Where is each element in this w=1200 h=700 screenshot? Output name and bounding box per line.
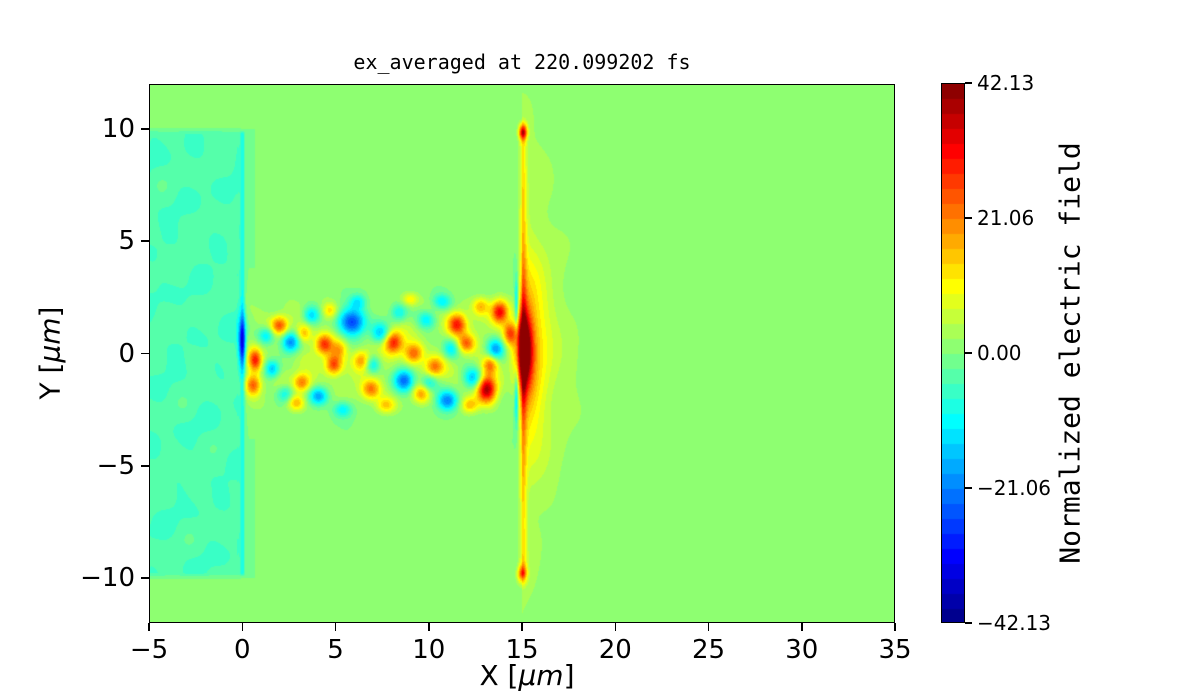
- x-axis-label: X [μm]: [479, 659, 574, 692]
- y-axis-label-prefix: Y [: [33, 362, 67, 400]
- y-tick-label: −10: [80, 563, 135, 594]
- colorbar-tick-label: 0.00: [977, 341, 1022, 365]
- x-axis-unit: μm: [518, 659, 564, 692]
- y-tick-label: −5: [96, 450, 135, 481]
- y-tick-label: 0: [118, 338, 135, 369]
- heatmap-canvas: [149, 84, 895, 623]
- y-tick-label: 10: [101, 113, 135, 144]
- x-tick-mark: [241, 623, 243, 631]
- x-tick-label: −5: [129, 635, 169, 665]
- x-axis-label-suffix: ]: [563, 659, 575, 692]
- colorbar-tick-mark: [965, 352, 972, 354]
- y-axis-unit: μm: [33, 317, 67, 363]
- y-tick-mark: [141, 128, 149, 130]
- colorbar-label: Normalized electric field: [1053, 142, 1087, 564]
- colorbar-tick-mark: [965, 622, 972, 624]
- x-tick-mark: [334, 623, 337, 631]
- x-tick-mark: [707, 623, 710, 631]
- x-tick-label: 5: [327, 635, 344, 665]
- y-tick-label: 5: [118, 226, 135, 257]
- colorbar-canvas: [941, 83, 965, 623]
- x-tick-mark: [614, 623, 616, 631]
- x-tick-label: 10: [412, 635, 446, 665]
- x-tick-mark: [894, 623, 896, 631]
- y-axis-label-suffix: ]: [33, 306, 67, 318]
- y-tick-mark: [141, 352, 149, 355]
- y-tick-mark: [141, 577, 149, 579]
- y-axis-label: Y [μm]: [34, 307, 67, 400]
- colorbar-tick-label: −21.06: [977, 475, 1052, 500]
- x-tick-label: 15: [505, 635, 539, 665]
- colorbar-tick-label: −42.13: [977, 611, 1052, 635]
- x-tick-mark: [521, 623, 523, 631]
- colorbar-tick-mark: [965, 487, 972, 489]
- y-tick-mark: [141, 465, 149, 467]
- colorbar-tick-mark: [965, 82, 972, 84]
- colorbar-tick-label: 21.06: [977, 206, 1035, 231]
- y-tick-mark: [141, 240, 149, 242]
- x-tick-label: 25: [691, 635, 726, 665]
- plot-title: ex_averaged at 220.099202 fs: [353, 50, 691, 74]
- x-tick-label: 35: [878, 635, 912, 665]
- x-tick-label: 20: [598, 635, 632, 665]
- colorbar-tick-label: 42.13: [977, 71, 1035, 95]
- x-tick-mark: [801, 623, 803, 631]
- x-tick-label: 30: [785, 635, 819, 665]
- x-tick-mark: [148, 623, 150, 631]
- x-axis-label-prefix: X [: [479, 659, 519, 692]
- x-tick-label: 0: [233, 635, 251, 665]
- colorbar-tick-mark: [965, 217, 972, 219]
- x-tick-mark: [428, 623, 430, 631]
